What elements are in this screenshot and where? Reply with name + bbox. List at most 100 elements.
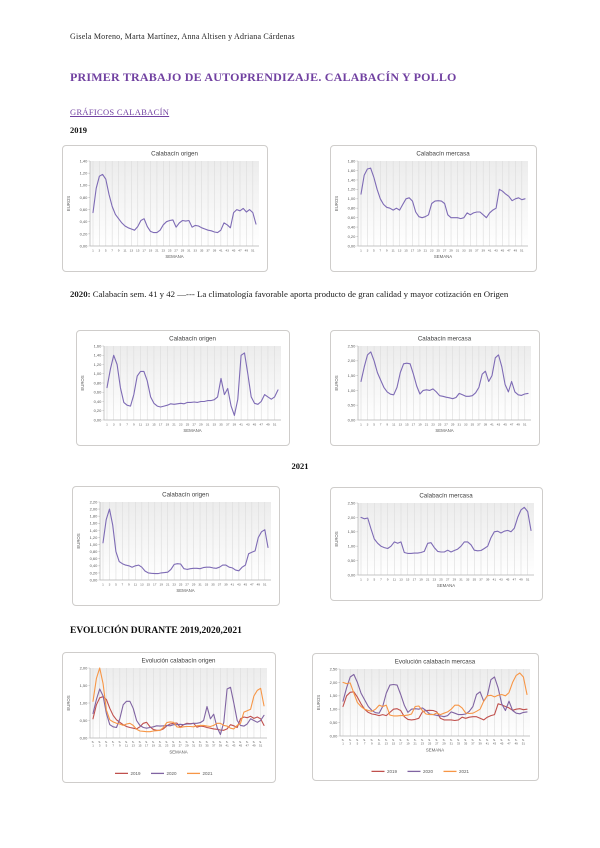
x-tick-label: 45 [500,742,504,746]
x-tick-label: 3 [113,423,115,427]
x-tick-label: 15 [152,423,156,427]
x-tick-label: 29 [185,744,189,748]
y-tick-label: 0,00 [94,417,103,422]
x-tick-label: 39 [233,423,237,427]
series-line-2019 [92,173,257,234]
line-chart-evolucion-mercasa: 0,000,501,001,502,002,50S.1S.3S.5S.7S.9S… [316,659,530,774]
x-tick-label: 45 [239,744,243,748]
x-tick-label: 49 [257,583,261,587]
x-tick-label: 33 [199,744,203,748]
x-tick-label: 11 [392,249,395,253]
y-tick-label: 0,80 [80,195,89,200]
x-tick-label: 43 [246,423,250,427]
x-tick-label: 11 [378,742,381,746]
x-tick-label: 21 [425,423,429,427]
x-tick-label: 43 [493,742,497,746]
y-tick-label: 0,80 [94,380,103,385]
x-tick-label: 45 [503,423,507,427]
x-axis-label: SEMANA [165,254,183,259]
x-tick-prefix: S. [479,738,482,742]
x-tick-label: 35 [471,423,475,427]
x-tick-label: 3 [367,249,369,253]
x-tick-label: 17 [411,249,415,253]
x-tick-prefix: S. [443,738,446,742]
x-tick-label: 29 [442,742,446,746]
series-line-2021 [92,667,265,733]
x-tick-label: 17 [142,249,146,253]
x-tick-label: 27 [444,423,448,427]
section-link-graficos-calabacin[interactable]: GRÁFICOS CALABACÍN [70,107,170,117]
x-tick-prefix: S. [472,738,475,742]
x-tick-label: 43 [497,423,501,427]
x-tick-label: 1 [92,249,94,253]
series-line-2021 [360,506,532,554]
x-tick-prefix: S. [363,738,366,742]
y-axis-label: EUROS [76,533,81,548]
y-tick-label: 1,20 [80,171,89,176]
x-tick-prefix: S. [500,738,503,742]
x-tick-label: 31 [206,423,210,427]
x-axis-label: SEMANA [435,428,453,433]
y-tick-label: 0,00 [348,572,357,577]
x-tick-prefix: S. [92,740,95,744]
legend-label: 2021 [459,769,470,774]
chart-title: Calabacín mercasa [418,336,472,343]
x-tick-label: 9 [386,249,388,253]
x-tick-label: 35 [211,583,215,587]
x-tick-prefix: S. [407,738,410,742]
y-tick-label: 2,00 [90,506,99,511]
x-tick-label: 47 [513,578,517,582]
document-title: PRIMER TRABAJO DE AUTOPRENDIZAJE. CALABA… [70,70,457,84]
y-tick-label: 2,50 [348,500,357,505]
chart-title: Evolución calabacín mercasa [395,659,476,666]
chart-title: Calabacín mercasa [416,151,470,158]
plot-area [104,346,281,420]
x-tick-prefix: S. [118,740,121,744]
y-axis-label: EUROS [316,695,321,710]
x-axis-label: SEMANA [437,583,455,588]
chart-title: Calabacín origen [169,336,216,343]
y-tick-label: 0,00 [330,733,339,738]
x-tick-label: 11 [125,744,128,748]
x-tick-label: 19 [406,742,410,746]
x-tick-label: 31 [456,249,460,253]
year-2021-label: 2021 [291,461,309,471]
y-tick-label: 0,40 [348,225,357,230]
x-tick-prefix: S. [349,738,352,742]
x-tick-label: 29 [199,423,203,427]
x-tick-label: 7 [122,583,124,587]
x-tick-label: 39 [213,249,217,253]
plot-area [90,161,259,246]
y-tick-label: 1,00 [80,700,89,705]
y-tick-label: 2,50 [330,666,339,671]
x-tick-label: 7 [126,423,128,427]
x-tick-prefix: S. [206,740,209,744]
x-tick-label: 51 [522,742,526,746]
x-tick-label: 27 [185,583,189,587]
x-tick-label: 27 [443,249,447,253]
x-tick-prefix: S. [259,740,262,744]
x-tick-label: 33 [194,249,198,253]
x-tick-label: 9 [133,423,135,427]
line-chart-origen-2021: 0,00 0,20 0,40 0,60 0,80 1,00 1,20 1,40 1,60 1,80… [76,492,271,593]
x-tick-prefix: S. [112,740,115,744]
x-tick-label: 31 [187,249,191,253]
x-tick-label: 7 [380,578,382,582]
x-tick-label: 5 [105,249,107,253]
x-tick-label: 1 [102,583,104,587]
x-tick-label: 33 [457,742,461,746]
x-tick-label: 41 [493,578,497,582]
x-tick-label: 27 [179,744,183,748]
series-line-2020 [106,352,279,416]
x-tick-label: 11 [123,249,126,253]
x-tick-label: 1 [92,744,94,748]
x-tick-label: 47 [510,423,514,427]
x-tick-prefix: S. [356,738,359,742]
y-tick-label: 0,50 [348,403,357,408]
x-tick-label: 15 [136,249,140,253]
x-tick-label: 33 [466,578,470,582]
y-tick-label: 1,00 [94,371,103,376]
y-axis-label: EUROS [66,196,71,211]
x-tick-label: 25 [186,423,190,427]
authors-line: Gisela Moreno, Marta Martínez, Anna Alti… [70,32,295,41]
